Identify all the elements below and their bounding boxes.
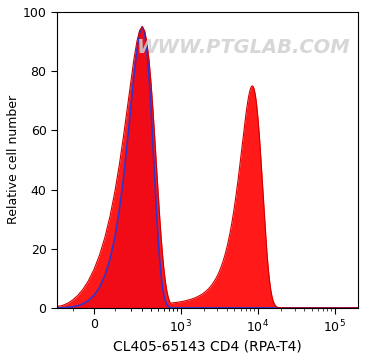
Text: WWW.PTGLAB.COM: WWW.PTGLAB.COM	[137, 38, 350, 57]
X-axis label: CL405-65143 CD4 (RPA-T4): CL405-65143 CD4 (RPA-T4)	[113, 339, 302, 353]
Y-axis label: Relative cell number: Relative cell number	[7, 95, 20, 225]
